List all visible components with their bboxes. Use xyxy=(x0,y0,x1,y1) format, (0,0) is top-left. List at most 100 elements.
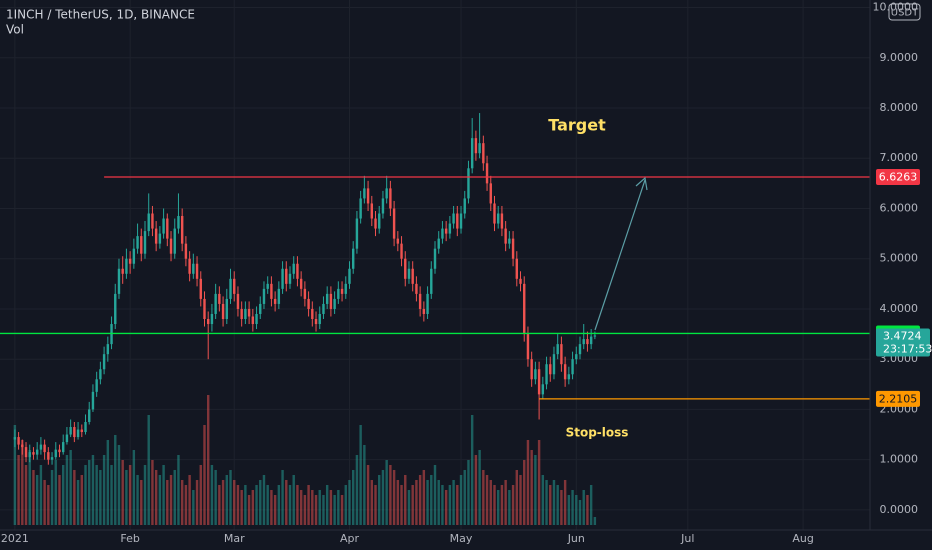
candle-body xyxy=(266,283,269,289)
volume-bar xyxy=(125,470,128,525)
volume-bar xyxy=(549,485,552,525)
candle-body xyxy=(474,138,478,154)
volume-bar xyxy=(292,475,295,525)
y-tick-label: 1.0000 xyxy=(880,453,919,466)
volume-bar xyxy=(448,485,452,525)
volume-bar xyxy=(411,485,414,525)
volume-bar xyxy=(363,445,366,525)
volume-bar xyxy=(106,440,110,525)
x-tick-label: Jul xyxy=(680,532,694,545)
candle-body xyxy=(463,198,466,214)
volume-bar xyxy=(589,485,593,525)
candle-body xyxy=(411,268,414,284)
volume-bar xyxy=(288,485,292,525)
volume-bar xyxy=(88,460,91,525)
volume-bar xyxy=(311,490,314,525)
volume-bar xyxy=(184,485,188,525)
volume-bar xyxy=(35,475,39,525)
volume-bar xyxy=(17,455,20,525)
levels xyxy=(0,176,870,400)
candle-body xyxy=(392,208,396,239)
candle-body xyxy=(136,236,139,249)
volume-bar xyxy=(214,470,217,525)
volume-bar xyxy=(54,460,57,525)
candle-body xyxy=(169,238,173,254)
candle-body xyxy=(433,248,437,269)
volume-bar xyxy=(485,475,489,525)
volume-bar xyxy=(303,495,307,525)
x-tick-label: May xyxy=(450,532,473,545)
last-price-label: 3.4724 xyxy=(883,329,922,342)
volume-bar xyxy=(474,455,478,525)
candle-body xyxy=(441,228,444,239)
volume-bar xyxy=(586,495,589,525)
volume-bar xyxy=(180,480,184,525)
volume-bar xyxy=(389,465,392,525)
y-tick-label: 0.0000 xyxy=(880,503,919,516)
candle-body xyxy=(54,449,57,458)
candle-body xyxy=(337,288,340,299)
candle-body xyxy=(530,359,533,380)
candle-body xyxy=(173,228,176,254)
candle-body xyxy=(296,263,299,279)
volume-bar xyxy=(511,485,515,525)
candle-body xyxy=(378,213,381,229)
volume-bar xyxy=(593,517,597,525)
candle-body xyxy=(430,268,433,294)
volume-bar xyxy=(285,480,288,525)
candle-body xyxy=(218,293,221,304)
volume-bar xyxy=(333,495,336,525)
candle-body xyxy=(225,298,229,320)
volume-bar xyxy=(262,475,266,525)
volume-bar xyxy=(482,470,485,525)
candle-body xyxy=(121,268,124,274)
level-tag-label: 2.2105 xyxy=(879,392,918,405)
candle-body xyxy=(567,374,571,380)
candle-body xyxy=(236,293,240,309)
candle-body xyxy=(545,364,548,385)
volume-bar xyxy=(255,485,258,525)
volume-bar xyxy=(493,485,496,525)
currency-label[interactable]: USDT xyxy=(891,8,919,19)
volume-bar xyxy=(329,490,333,525)
volume-bar xyxy=(296,485,299,525)
candle-body xyxy=(39,444,43,450)
volume-bar xyxy=(467,460,470,525)
volume-bar xyxy=(80,475,84,525)
candle-body xyxy=(541,384,545,395)
candle-body xyxy=(80,429,84,433)
candle-body xyxy=(21,444,24,448)
candle-body xyxy=(240,308,243,320)
candle-body xyxy=(285,268,288,284)
volume-bar xyxy=(236,485,240,525)
candle-body xyxy=(277,288,281,304)
volume-bar xyxy=(426,480,429,525)
volume-bar xyxy=(158,475,162,525)
candle-body xyxy=(65,434,69,443)
volume-bar xyxy=(117,445,121,525)
x-tick-label: Feb xyxy=(120,532,139,545)
currency-badge[interactable] xyxy=(888,3,921,21)
volume-bar xyxy=(173,470,176,525)
volume-bar xyxy=(195,480,199,525)
candle-body xyxy=(363,188,366,199)
price-pane xyxy=(13,113,597,465)
candle-body xyxy=(47,452,50,460)
volume-bar xyxy=(400,485,403,525)
candle-body xyxy=(456,213,459,229)
candle-body xyxy=(571,359,574,375)
candle-body xyxy=(325,293,329,304)
candle-body xyxy=(348,268,351,284)
candle-body xyxy=(366,188,370,204)
volume-bar xyxy=(69,450,72,525)
candle-body xyxy=(35,449,39,455)
volume-bar xyxy=(563,480,567,525)
candle-body xyxy=(519,278,522,284)
volume-bar xyxy=(281,470,284,525)
candle-body xyxy=(17,437,20,445)
candle-body xyxy=(270,283,273,299)
volume-bar xyxy=(489,480,492,525)
candle-body xyxy=(50,457,54,460)
